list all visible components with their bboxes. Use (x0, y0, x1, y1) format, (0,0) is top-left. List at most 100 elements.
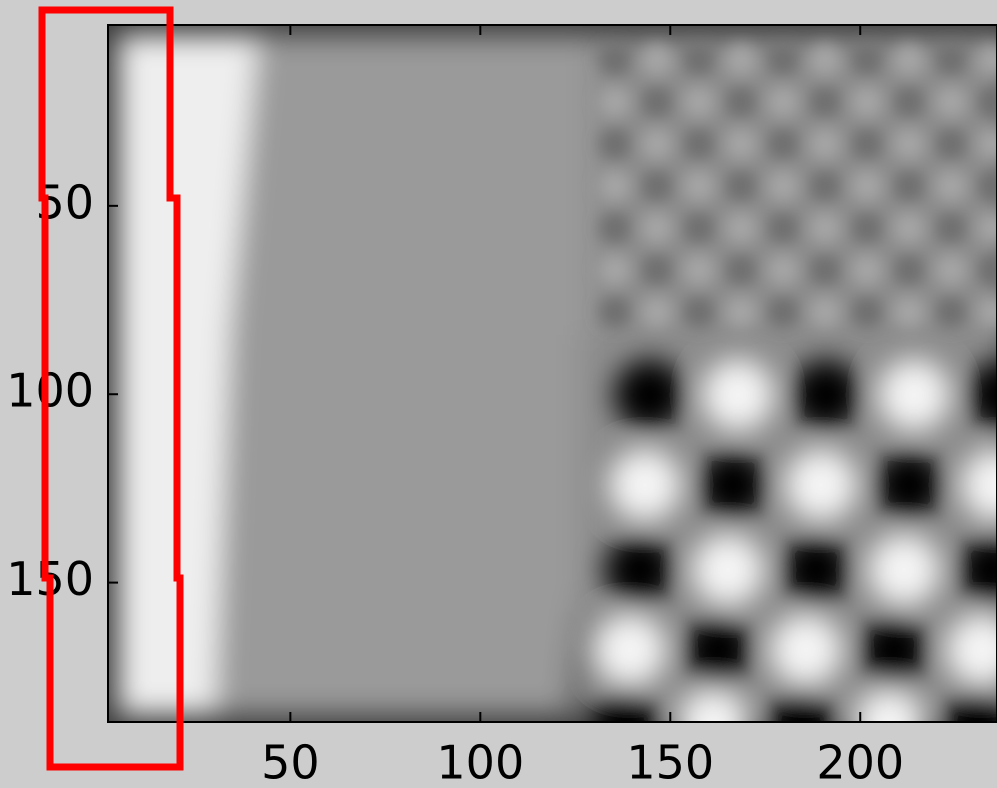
checker-cell (599, 296, 631, 328)
checker-cell (599, 86, 631, 118)
checker-cell (599, 44, 631, 76)
checker-cell (858, 614, 930, 686)
x-tick-label: 150 (626, 736, 714, 788)
checker-cell (977, 86, 997, 118)
checker-cell (935, 254, 967, 286)
checker-cell (767, 170, 799, 202)
checker-cell (956, 534, 997, 606)
checker-cell (702, 359, 774, 431)
checker-cell (767, 212, 799, 244)
checker-cell (641, 128, 673, 160)
checker-cell (725, 170, 757, 202)
x-tick-label: 200 (816, 736, 904, 788)
checker-cell (935, 44, 967, 76)
checker-cell (641, 254, 673, 286)
checker-cell (809, 212, 841, 244)
checker-cell (641, 212, 673, 244)
checker-cell (765, 689, 837, 722)
checker-cell (725, 254, 757, 286)
checker-cell (851, 86, 883, 118)
checker-cell (935, 212, 967, 244)
checker-cell (809, 254, 841, 286)
checker-cell (692, 534, 764, 606)
checker-cell (599, 254, 631, 286)
checker-cell (683, 170, 715, 202)
small-checker (599, 44, 997, 328)
checker-cell (977, 296, 997, 328)
checker-cell (641, 296, 673, 328)
checker-cell (935, 128, 967, 160)
highlight-box (38, 6, 184, 771)
checker-cell (767, 86, 799, 118)
checker-cell (641, 86, 673, 118)
checker-cell (641, 44, 673, 76)
checker-cell (873, 449, 945, 521)
checker-cell (683, 212, 715, 244)
y-tick-label: 100 (6, 364, 94, 418)
checker-cell (851, 128, 883, 160)
checker-cell (935, 170, 967, 202)
checker-cell (809, 170, 841, 202)
checker-cell (893, 170, 925, 202)
checker-cell (594, 614, 666, 686)
checker-cell (767, 44, 799, 76)
checker-cell (725, 212, 757, 244)
checker-cell (851, 212, 883, 244)
x-tick-label: 50 (261, 736, 320, 788)
checker-cell (682, 614, 754, 686)
checker-cell (893, 212, 925, 244)
checker-cell (809, 44, 841, 76)
checker-cell (641, 170, 673, 202)
checker-cell (770, 614, 842, 686)
checker-cell (767, 254, 799, 286)
checker-cell (893, 86, 925, 118)
checker-cell (589, 689, 661, 722)
big-checker (589, 359, 997, 722)
checker-cell (977, 170, 997, 202)
checker-cell (809, 128, 841, 160)
checker-cell (599, 170, 631, 202)
checker-cell (725, 128, 757, 160)
checker-cell (893, 296, 925, 328)
checker-cell (609, 449, 681, 521)
checker-cell (677, 689, 749, 722)
checker-cell (851, 254, 883, 286)
checker-cell (851, 170, 883, 202)
checker-cell (725, 296, 757, 328)
checker-cell (767, 296, 799, 328)
x-tick-label: 100 (436, 736, 524, 788)
checker-cell (893, 254, 925, 286)
checker-cell (683, 296, 715, 328)
checker-cell (790, 359, 862, 431)
checker-cell (785, 449, 857, 521)
checker-cell (935, 86, 967, 118)
checker-cell (767, 128, 799, 160)
checker-cell (935, 296, 967, 328)
checker-cell (725, 44, 757, 76)
gray-region (215, 35, 610, 715)
checker-cell (809, 86, 841, 118)
checker-cell (851, 296, 883, 328)
checker-cell (868, 534, 940, 606)
checker-cell (683, 128, 715, 160)
checker-cell (878, 359, 950, 431)
checker-cell (604, 534, 676, 606)
checker-cell (893, 128, 925, 160)
checker-cell (683, 44, 715, 76)
axes-box (107, 24, 997, 723)
checker-cell (809, 296, 841, 328)
checker-cell (966, 359, 997, 431)
checker-cell (893, 44, 925, 76)
checker-cell (599, 212, 631, 244)
checker-cell (977, 212, 997, 244)
checker-cell (683, 86, 715, 118)
checker-cell (946, 614, 997, 686)
checker-cell (961, 449, 997, 521)
checker-cell (977, 128, 997, 160)
checker-cell (977, 44, 997, 76)
checker-cell (977, 254, 997, 286)
checker-cell (780, 534, 852, 606)
checker-cell (941, 689, 997, 722)
checker-cell (851, 44, 883, 76)
